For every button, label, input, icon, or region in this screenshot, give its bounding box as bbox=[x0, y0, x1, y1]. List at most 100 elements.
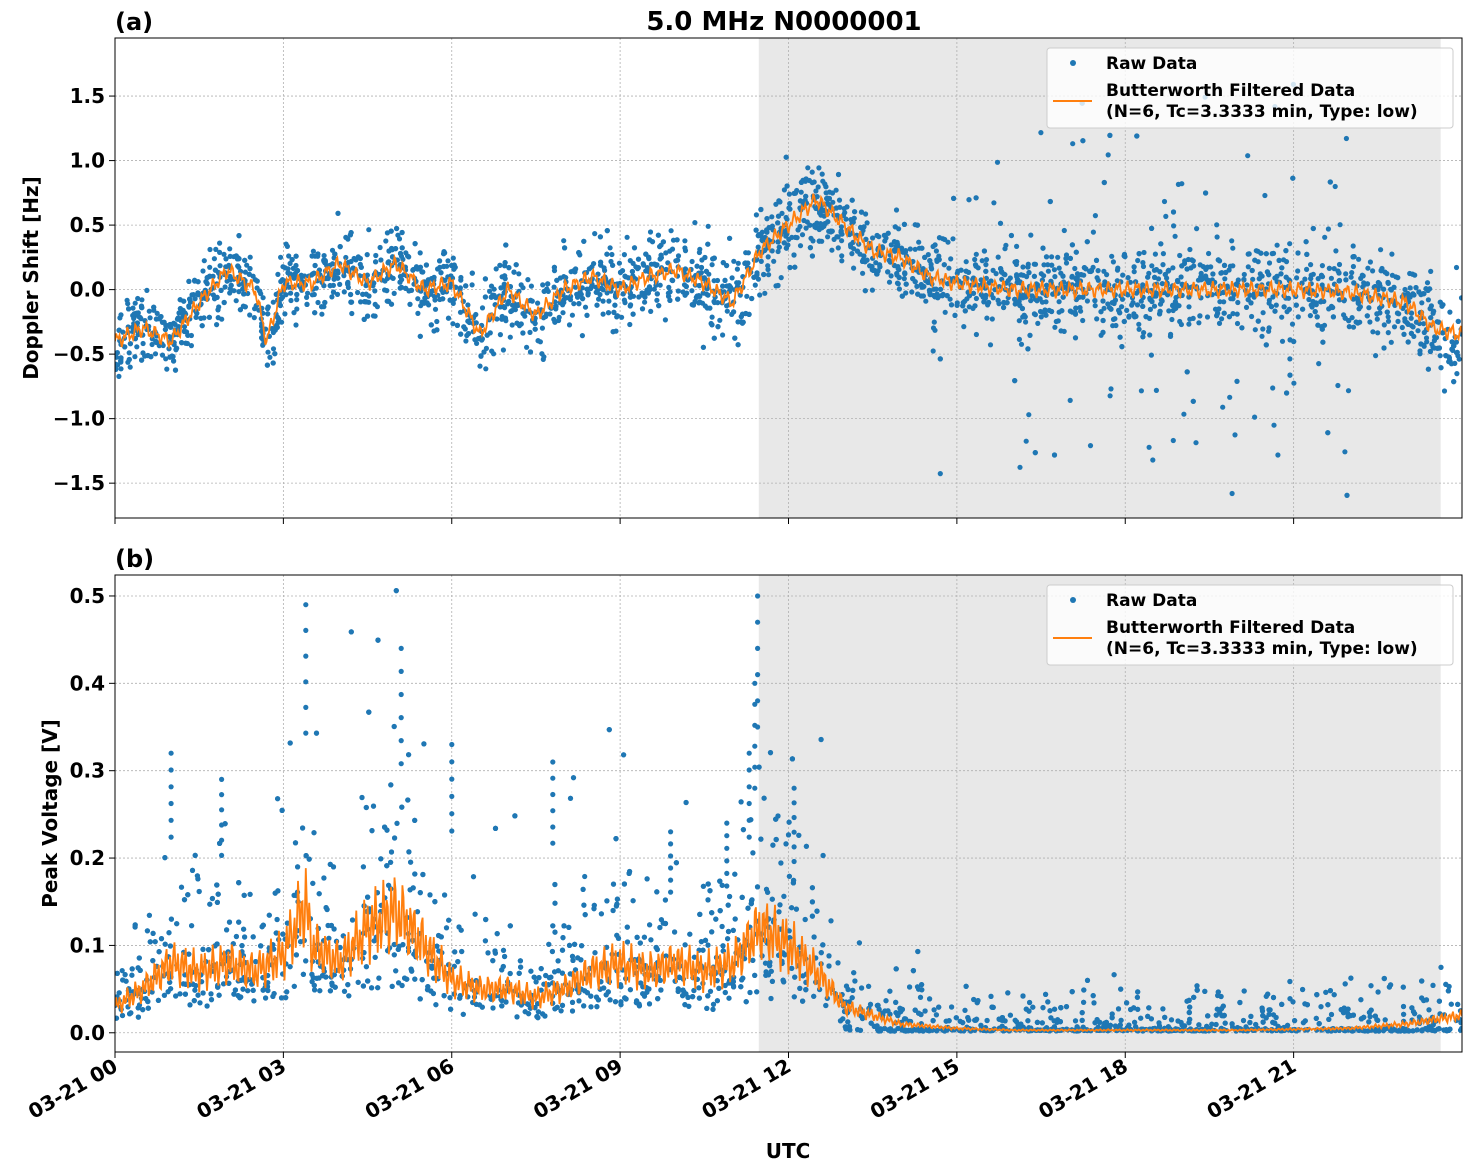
raw-data-point bbox=[963, 268, 969, 274]
raw-data-point bbox=[702, 303, 708, 309]
raw-data-point bbox=[749, 295, 755, 302]
raw-data-point bbox=[294, 306, 300, 312]
raw-data-point bbox=[1270, 294, 1276, 300]
raw-data-point bbox=[1081, 265, 1087, 271]
raw-data-point bbox=[1160, 251, 1166, 257]
raw-data-point bbox=[901, 221, 908, 227]
raw-data-point bbox=[241, 291, 247, 297]
raw-data-point bbox=[1160, 262, 1166, 268]
raw-data-point bbox=[1381, 286, 1387, 292]
raw-data-point bbox=[823, 184, 829, 190]
raw-data-point bbox=[682, 292, 688, 298]
raw-data-point bbox=[1381, 322, 1387, 328]
raw-data-point bbox=[1410, 271, 1416, 277]
raw-data-point bbox=[987, 342, 994, 348]
raw-data-point bbox=[1401, 331, 1407, 337]
raw-data-point bbox=[1069, 273, 1075, 279]
raw-data-point bbox=[330, 261, 336, 267]
raw-data-point bbox=[667, 297, 673, 303]
raw-data-point bbox=[518, 321, 524, 327]
raw-data-point bbox=[1041, 262, 1047, 268]
raw-data-point bbox=[511, 269, 517, 275]
raw-data-point bbox=[1063, 260, 1070, 266]
raw-data-point bbox=[1203, 273, 1209, 279]
raw-data-point bbox=[1336, 297, 1343, 303]
raw-data-point bbox=[754, 272, 760, 278]
raw-data-point bbox=[1286, 306, 1292, 312]
raw-data-point bbox=[1193, 440, 1199, 446]
raw-data-point bbox=[843, 216, 849, 222]
raw-data-point bbox=[798, 179, 805, 185]
raw-data-point bbox=[803, 225, 809, 231]
raw-data-point bbox=[207, 264, 213, 270]
raw-data-point bbox=[888, 273, 894, 279]
raw-data-point bbox=[1110, 259, 1116, 265]
raw-data-point bbox=[1016, 336, 1023, 342]
raw-data-point bbox=[207, 246, 213, 253]
raw-data-point bbox=[1223, 269, 1229, 276]
raw-data-point bbox=[260, 342, 266, 348]
raw-data-point bbox=[364, 252, 370, 258]
raw-data-point bbox=[244, 262, 250, 268]
raw-data-point bbox=[596, 296, 602, 302]
raw-data-point bbox=[484, 332, 490, 338]
raw-data-point bbox=[1055, 318, 1061, 324]
raw-data-point bbox=[1072, 265, 1078, 272]
raw-data-point bbox=[1275, 452, 1281, 458]
raw-data-point bbox=[600, 311, 606, 317]
raw-data-point bbox=[221, 251, 227, 257]
raw-data-point bbox=[1117, 310, 1123, 316]
raw-data-point bbox=[509, 322, 515, 328]
raw-data-point bbox=[1279, 314, 1285, 320]
raw-data-point bbox=[1413, 319, 1420, 325]
raw-data-point bbox=[134, 344, 140, 350]
raw-data-point bbox=[709, 314, 715, 320]
raw-data-point bbox=[647, 237, 653, 243]
raw-data-point bbox=[1441, 388, 1448, 394]
raw-data-point bbox=[1151, 303, 1158, 309]
raw-data-point bbox=[815, 225, 822, 231]
raw-data-point bbox=[1336, 270, 1342, 276]
raw-data-point bbox=[858, 224, 864, 231]
raw-data-point bbox=[1092, 213, 1098, 219]
raw-data-point bbox=[450, 255, 456, 261]
raw-data-point bbox=[1421, 321, 1427, 327]
raw-data-point bbox=[791, 252, 797, 258]
raw-data-point bbox=[135, 295, 141, 302]
raw-data-point bbox=[1049, 308, 1055, 315]
raw-data-point bbox=[1364, 313, 1370, 319]
panel-a: −1.5−1.0−0.50.00.51.01.5(a)Doppler Shift… bbox=[19, 8, 1463, 524]
raw-data-point bbox=[215, 307, 221, 313]
raw-data-point bbox=[343, 254, 349, 261]
raw-data-point bbox=[146, 308, 152, 314]
raw-data-point bbox=[948, 302, 955, 308]
raw-data-point bbox=[598, 285, 605, 291]
raw-data-point bbox=[760, 238, 766, 244]
raw-data-point bbox=[1069, 242, 1075, 248]
raw-data-point bbox=[304, 294, 310, 300]
raw-data-point bbox=[126, 350, 132, 356]
raw-data-point bbox=[789, 234, 795, 240]
raw-data-point bbox=[1300, 306, 1306, 312]
raw-data-point bbox=[578, 291, 584, 297]
raw-data-point bbox=[958, 267, 964, 273]
raw-data-point bbox=[1157, 308, 1163, 314]
raw-data-point bbox=[186, 278, 192, 284]
raw-data-point bbox=[1041, 273, 1047, 279]
raw-data-point bbox=[892, 248, 898, 254]
raw-data-point bbox=[164, 366, 170, 372]
raw-data-point bbox=[1186, 321, 1192, 327]
raw-data-point bbox=[1012, 296, 1018, 302]
raw-data-point bbox=[553, 303, 559, 309]
raw-data-point bbox=[192, 296, 198, 302]
raw-data-point bbox=[838, 224, 845, 230]
raw-data-point bbox=[516, 271, 522, 277]
raw-data-point bbox=[639, 292, 645, 298]
raw-data-point bbox=[233, 298, 239, 304]
raw-data-point bbox=[1343, 277, 1349, 283]
raw-data-point bbox=[469, 270, 475, 276]
raw-data-point bbox=[1186, 294, 1192, 300]
raw-data-point bbox=[134, 320, 140, 326]
raw-data-point bbox=[547, 311, 553, 317]
y-tick-label: −0.5 bbox=[53, 342, 105, 366]
